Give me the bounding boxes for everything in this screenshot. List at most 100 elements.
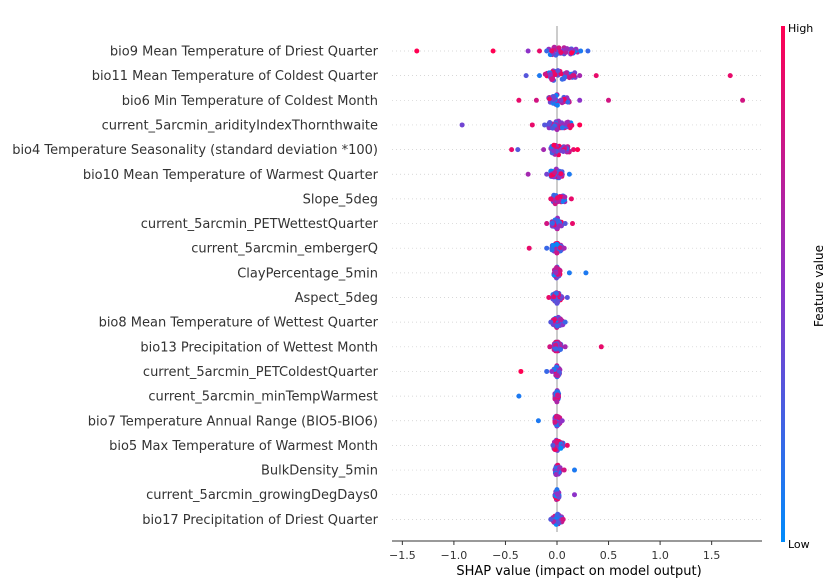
- x-axis-ticks: −1.5 −1.0 −0.5 0.0 0.5 1.0 1.5: [389, 541, 720, 562]
- x-axis-title: SHAP value (impact on model output): [456, 564, 701, 579]
- data-point: [549, 247, 555, 253]
- data-point: [554, 127, 560, 133]
- data-point: [557, 465, 562, 471]
- data-point: [546, 295, 552, 300]
- data-point: [558, 50, 564, 55]
- data-point: [516, 393, 522, 399]
- data-point: [550, 76, 556, 82]
- data-point: [554, 399, 560, 405]
- data-points: [414, 44, 746, 527]
- data-point: [555, 519, 561, 525]
- data-point: [544, 221, 550, 227]
- data-point: [565, 99, 571, 105]
- data-point: [546, 121, 552, 127]
- data-point: [548, 516, 554, 522]
- data-point: [552, 419, 558, 425]
- data-point: [562, 344, 568, 350]
- data-point: [518, 368, 524, 374]
- data-point: [583, 270, 589, 276]
- data-point: [577, 97, 583, 103]
- x-tick-label: 0.0: [548, 549, 566, 562]
- data-point: [554, 102, 560, 108]
- feature-label: bio4 Temperature Seasonality (standard d…: [12, 143, 378, 158]
- data-point: [572, 467, 577, 473]
- feature-label: current_5arcmin_PETWettestQuarter: [141, 217, 379, 232]
- data-point: [544, 171, 550, 177]
- data-point: [542, 71, 548, 77]
- data-point: [552, 170, 558, 175]
- data-point: [537, 48, 542, 54]
- data-point: [551, 142, 557, 148]
- data-point: [516, 97, 522, 103]
- data-point: [414, 48, 420, 54]
- data-point: [554, 265, 559, 271]
- data-point: [553, 290, 559, 296]
- data-point: [559, 418, 565, 424]
- feature-label: current_5arcmin_PETColdestQuarter: [143, 365, 379, 380]
- data-point: [568, 196, 574, 202]
- data-point: [585, 48, 591, 54]
- data-point: [564, 295, 570, 300]
- colorbar-high-label: High: [788, 22, 813, 35]
- feature-labels: bio9 Mean Temperature of Driest Quarter b…: [12, 45, 378, 528]
- data-point: [563, 70, 569, 76]
- data-point: [548, 319, 554, 325]
- data-point: [549, 368, 555, 374]
- data-point: [566, 171, 572, 177]
- feature-label: current_5arcmin_growingDegDays0: [146, 488, 378, 503]
- data-point: [549, 220, 555, 226]
- data-point: [549, 48, 555, 54]
- data-point: [562, 319, 568, 325]
- data-point: [553, 342, 559, 348]
- data-point: [554, 487, 560, 493]
- data-point: [551, 94, 557, 100]
- data-point: [561, 245, 567, 251]
- data-point: [571, 147, 576, 153]
- feature-label: bio7 Temperature Annual Range (BIO5-BIO6…: [88, 414, 378, 429]
- data-point: [547, 344, 553, 350]
- data-point: [558, 171, 564, 177]
- data-point: [553, 270, 559, 276]
- data-point: [575, 147, 581, 153]
- data-point: [727, 73, 733, 79]
- feature-label: Slope_5deg: [303, 192, 378, 207]
- data-point: [555, 392, 560, 398]
- data-point: [542, 122, 548, 128]
- data-point: [555, 300, 560, 305]
- data-point: [560, 516, 566, 522]
- data-point: [548, 196, 554, 202]
- data-point: [535, 418, 541, 424]
- feature-label: bio6 Min Temperature of Coldest Month: [122, 94, 378, 109]
- data-point: [577, 122, 583, 128]
- data-point: [550, 442, 556, 448]
- row-gridlines: [392, 50, 762, 520]
- data-point: [570, 73, 575, 79]
- data-point: [547, 71, 553, 77]
- feature-label: current_5arcmin_embergerQ: [191, 242, 378, 257]
- x-tick-label: 0.5: [600, 549, 618, 562]
- data-point: [553, 346, 559, 352]
- x-tick-label: −0.5: [492, 549, 519, 562]
- data-point: [525, 171, 531, 177]
- data-point: [551, 192, 557, 198]
- data-point: [562, 221, 568, 227]
- data-point: [547, 96, 552, 102]
- data-point: [555, 195, 560, 201]
- data-point: [529, 122, 535, 128]
- data-point: [553, 472, 559, 477]
- data-point: [564, 120, 570, 126]
- data-point: [559, 125, 565, 131]
- data-point: [598, 344, 604, 350]
- x-tick-label: 1.5: [703, 549, 721, 562]
- data-point: [525, 48, 531, 54]
- feature-label: bio13 Precipitation of Wettest Month: [140, 340, 378, 355]
- data-point: [526, 245, 532, 251]
- feature-label: bio17 Precipitation of Driest Quarter: [142, 513, 378, 528]
- data-point: [558, 317, 564, 323]
- data-point: [541, 147, 547, 153]
- data-point: [558, 445, 564, 451]
- data-point: [557, 223, 563, 229]
- data-point: [578, 48, 584, 54]
- data-point: [553, 440, 559, 446]
